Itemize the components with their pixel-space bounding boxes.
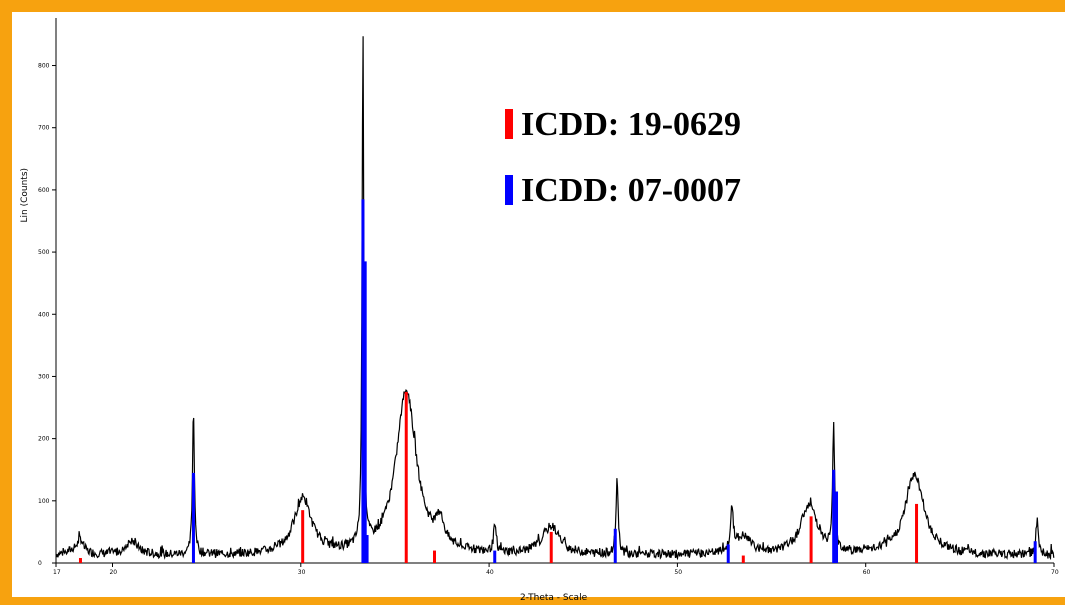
y-tick-label: 300 [38,373,50,380]
y-tick-label: 500 [38,249,50,256]
y-tick-label: 400 [38,311,50,318]
sticks-layer [78,199,1037,563]
legend-label-2: ICDD: 07-0007 [521,172,742,209]
legend-entry-1: ICDD: 19-0629 [505,106,741,144]
x-tick-label: 40 [486,569,494,576]
y-tick-label: 200 [38,436,50,443]
y-tick-label: 0 [38,560,42,567]
legend-swatch-2 [505,175,513,205]
x-tick-label: 20 [109,569,117,576]
legend-label-1: ICDD: 19-0629 [521,106,742,143]
x-axis-label: 2-Theta - Scale [520,593,588,603]
diffraction-pattern-line [55,36,1055,561]
x-tick-label: 30 [298,569,306,576]
legend-swatch-1 [505,109,513,139]
y-tick-label: 700 [38,125,50,132]
x-tick-label: 17 [53,569,61,576]
y-axis-label: Lin (Counts) [20,168,30,223]
y-tick-label: 800 [38,63,50,70]
y-tick-label: 600 [38,187,50,194]
x-tick-label: 70 [1051,569,1059,576]
pattern-layer [55,36,1055,561]
x-tick-label: 60 [863,569,871,576]
axes: 0 100 200 300 400 500 600 700 800 17 20 30 40 50 60 70 [38,18,1059,576]
y-tick-label: 100 [38,498,50,505]
x-tick-label: 50 [674,569,682,576]
legend-entry-2: ICDD: 07-0007 [505,172,741,210]
